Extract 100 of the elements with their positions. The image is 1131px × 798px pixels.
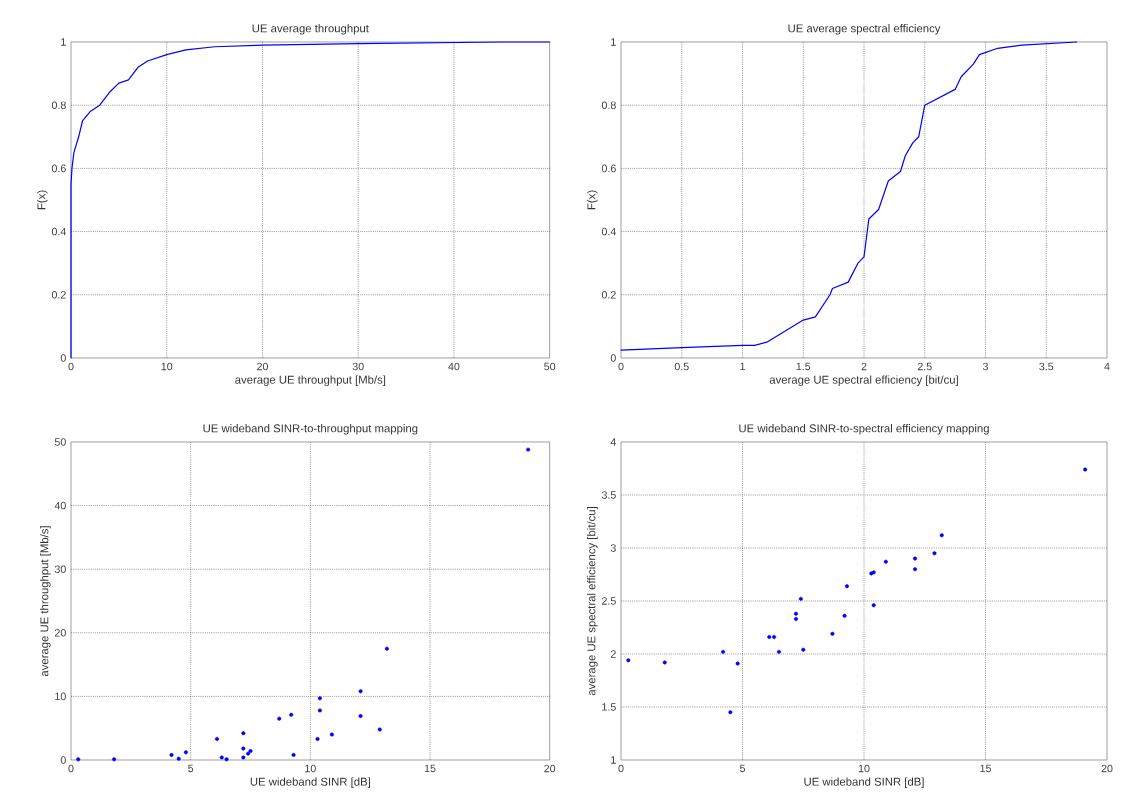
x-tick-label: 20 bbox=[257, 362, 268, 371]
y-tick-label: 0.2 bbox=[601, 291, 616, 299]
point bbox=[377, 727, 382, 732]
y-tick-label: 0.8 bbox=[51, 101, 66, 109]
y-tick-label: 40 bbox=[54, 501, 66, 510]
x-tick-label: 5 bbox=[739, 764, 746, 773]
point bbox=[241, 746, 246, 751]
y-tick-label: 0.8 bbox=[601, 101, 616, 109]
x-tick-label: 50 bbox=[544, 362, 556, 371]
x-tick-label: 20 bbox=[1101, 764, 1113, 773]
point bbox=[176, 756, 181, 761]
x-tick-label: 15 bbox=[424, 764, 436, 773]
y-tick-label: 10 bbox=[55, 692, 66, 701]
point bbox=[767, 635, 772, 640]
y-tick-label: 0 bbox=[610, 354, 616, 362]
y-tick-label: 0 bbox=[60, 756, 66, 764]
y-tick-label: 0 bbox=[60, 354, 66, 362]
point bbox=[317, 708, 322, 713]
point bbox=[913, 567, 918, 572]
x-tick-label: 15 bbox=[980, 764, 991, 773]
point bbox=[224, 757, 229, 762]
x-tick-label: 0 bbox=[618, 764, 624, 773]
y-axis-title: F(x) bbox=[37, 190, 48, 210]
x-tick-label: 1.5 bbox=[796, 362, 811, 371]
point bbox=[526, 447, 531, 452]
chart-title: UE average spectral efficiency bbox=[788, 24, 941, 35]
point bbox=[721, 649, 726, 654]
point bbox=[215, 737, 219, 741]
point bbox=[871, 603, 876, 608]
y-axis-title: average UE spectral efficiency [bit/cu] bbox=[587, 507, 598, 696]
point bbox=[317, 696, 322, 701]
point bbox=[735, 661, 740, 666]
chart-title: UE wideband SINR-to-spectral efficiency mapping bbox=[739, 424, 989, 435]
x-tick-label: 4 bbox=[1104, 362, 1110, 371]
point bbox=[315, 737, 320, 741]
point bbox=[358, 714, 363, 719]
x-axis-title: average UE spectral efficiency [bit/cu] bbox=[769, 375, 958, 386]
y-tick-label: 4 bbox=[610, 438, 616, 446]
y-tick-label: 0.4 bbox=[51, 227, 66, 236]
point bbox=[76, 757, 81, 762]
x-tick-label: 20 bbox=[544, 764, 556, 773]
chart-title: UE average throughput bbox=[252, 24, 369, 35]
x-axis-title: average UE throughput [Mb/s] bbox=[235, 375, 386, 386]
x-tick-label: 3.5 bbox=[1039, 362, 1054, 371]
y-tick-label: 3.5 bbox=[601, 491, 616, 499]
x-tick-label: 40 bbox=[448, 362, 460, 371]
x-tick-label: 0 bbox=[68, 764, 74, 773]
x-tick-label: 0 bbox=[618, 362, 624, 371]
point bbox=[277, 716, 282, 721]
point bbox=[291, 752, 296, 757]
point bbox=[112, 757, 117, 762]
point bbox=[830, 631, 835, 636]
point bbox=[329, 732, 334, 737]
y-tick-label: 20 bbox=[54, 629, 66, 637]
y-tick-label: 2.5 bbox=[602, 597, 616, 605]
chart-title: UE wideband SINR-to-throughput mapping bbox=[203, 424, 418, 435]
x-tick-label: 30 bbox=[352, 362, 364, 371]
y-tick-label: 1.5 bbox=[602, 703, 616, 711]
point bbox=[913, 556, 918, 561]
point bbox=[932, 551, 937, 556]
y-tick-label: 1 bbox=[611, 38, 616, 46]
x-axis-title: UE wideband SINR [dB] bbox=[804, 777, 924, 788]
point bbox=[219, 755, 224, 760]
point bbox=[842, 613, 847, 618]
y-tick-label: 30 bbox=[54, 565, 66, 573]
line-series bbox=[620, 41, 1078, 351]
point bbox=[289, 712, 294, 717]
point bbox=[844, 584, 849, 589]
point bbox=[793, 617, 798, 622]
y-tick-label: 2 bbox=[610, 650, 616, 658]
point bbox=[241, 731, 246, 736]
x-tick-label: 10 bbox=[161, 362, 173, 371]
x-tick-label: 0.5 bbox=[674, 362, 689, 371]
point bbox=[798, 596, 803, 601]
point bbox=[169, 752, 174, 757]
y-tick-label: 50 bbox=[54, 438, 66, 446]
point bbox=[241, 755, 246, 760]
y-axis-title: F(x) bbox=[587, 190, 598, 210]
x-tick-label: 3 bbox=[982, 362, 988, 371]
x-tick-label: 10 bbox=[858, 764, 870, 773]
point bbox=[1083, 467, 1088, 472]
point bbox=[939, 533, 944, 538]
point bbox=[728, 710, 733, 715]
line-series bbox=[70, 41, 551, 359]
x-tick-label: 5 bbox=[188, 764, 194, 773]
point bbox=[801, 647, 806, 652]
point bbox=[358, 689, 363, 694]
y-tick-label: 0.6 bbox=[601, 164, 616, 173]
point bbox=[183, 750, 188, 755]
y-tick-label: 0.4 bbox=[601, 227, 616, 236]
x-axis-title: UE wideband SINR [dB] bbox=[250, 777, 370, 788]
y-tick-label: 0.2 bbox=[51, 291, 66, 299]
x-tick-label: 10 bbox=[305, 764, 316, 773]
point bbox=[776, 649, 781, 654]
y-tick-label: 0.6 bbox=[51, 164, 66, 173]
point bbox=[626, 658, 631, 663]
point bbox=[883, 559, 888, 564]
point bbox=[793, 611, 798, 616]
point bbox=[384, 646, 389, 651]
y-tick-label: 3 bbox=[610, 544, 616, 552]
